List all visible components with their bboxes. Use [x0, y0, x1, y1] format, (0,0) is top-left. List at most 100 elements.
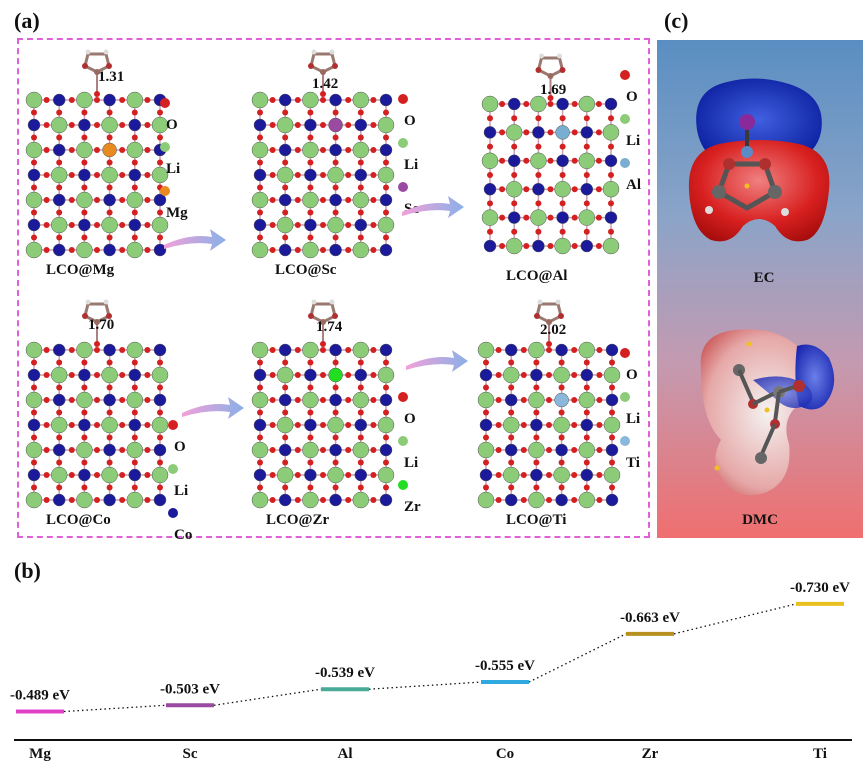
- oxygen-atom: [546, 497, 552, 503]
- structure-label-ti: LCO@Ti: [506, 512, 567, 528]
- oxygen-atom: [583, 115, 590, 122]
- cobalt-atom: [379, 343, 393, 357]
- structure-label-mg: LCO@Mg: [46, 262, 115, 278]
- oxygen-atom: [533, 484, 540, 491]
- oxygen-atom: [31, 484, 37, 491]
- lithium-atom: [505, 237, 523, 255]
- cobalt-atom: [483, 182, 497, 196]
- lithium-atom: [251, 391, 269, 409]
- category-label: Co: [496, 746, 514, 762]
- dmc-label: DMC: [742, 512, 778, 528]
- titanium-legend-dot: [620, 436, 630, 446]
- oxygen-atom: [483, 359, 489, 366]
- lithium-atom: [76, 141, 93, 159]
- oxygen-atom: [320, 497, 326, 503]
- oxygen-atom: [320, 472, 326, 478]
- oxygen-atom: [81, 434, 88, 441]
- oxygen-atom: [31, 234, 37, 241]
- lithium-atom: [76, 491, 93, 509]
- oxygen-atom: [546, 347, 552, 353]
- cobalt-atom: [278, 393, 292, 407]
- arrow-sc-to-al: [402, 196, 464, 218]
- oxygen-atom: [523, 186, 530, 193]
- oxygen-atom: [559, 172, 566, 178]
- oxygen-atom: [294, 347, 301, 353]
- oxygen-atom: [495, 347, 502, 353]
- lithium-atom: [25, 241, 43, 259]
- lithium-atom: [25, 491, 43, 509]
- oxygen-atom: [269, 147, 276, 153]
- lco-zr-slab: [251, 299, 395, 509]
- oxygen-atom: [332, 359, 339, 366]
- oxygen-atom: [370, 197, 377, 203]
- oxygen-atom: [294, 397, 301, 403]
- oxygen-atom: [596, 397, 603, 403]
- cobalt-atom: [153, 243, 167, 257]
- lithium-atom: [377, 216, 395, 234]
- oxygen-atom: [31, 134, 37, 141]
- oxygen-atom: [370, 497, 377, 503]
- oxygen-atom: [345, 397, 352, 403]
- lithium-atom: [352, 341, 370, 359]
- cobalt-atom: [354, 218, 368, 232]
- oxygen-atom: [106, 159, 113, 166]
- oxygen-atom: [320, 422, 326, 428]
- oxygen-atom: [595, 157, 602, 164]
- oxygen-atom: [94, 397, 100, 403]
- oxygen-atom: [345, 247, 352, 253]
- lithium-atom: [578, 391, 596, 409]
- oxygen-atom: [520, 397, 527, 403]
- level-value-label: -0.663 eV: [620, 610, 680, 626]
- oxygen-atom: [520, 422, 527, 428]
- cobalt-atom: [253, 468, 267, 482]
- oxygen-atom: [81, 184, 88, 191]
- oxygen-atom: [383, 484, 389, 491]
- lithium-legend-dot: [160, 142, 170, 152]
- oxygen-atom: [357, 434, 364, 441]
- oxygen-atom: [307, 159, 314, 166]
- cobalt-atom: [605, 443, 619, 457]
- oxygen-atom: [94, 422, 100, 428]
- lithium-atom: [76, 391, 93, 409]
- panel-b-label: (b): [14, 558, 41, 583]
- oxygen-atom: [106, 184, 113, 191]
- oxygen-atom: [571, 214, 578, 221]
- cobalt-atom: [556, 154, 569, 168]
- lithium-atom: [126, 391, 144, 409]
- oxygen-atom: [94, 97, 100, 103]
- structure-label-sc: LCO@Sc: [275, 262, 337, 278]
- oxygen-atom: [583, 409, 590, 416]
- adsorption-energy-co: 1.70: [88, 317, 115, 333]
- oxygen-atom: [332, 134, 339, 141]
- oxygen-atom: [81, 209, 88, 216]
- oxygen-atom: [269, 447, 276, 453]
- oxygen-atom: [558, 359, 565, 366]
- aluminum-legend-dot: [620, 158, 630, 168]
- oxygen-atom: [282, 134, 289, 141]
- lithium-atom: [502, 466, 520, 484]
- cobalt-atom: [354, 468, 368, 482]
- structure-lco-co: [22, 290, 172, 515]
- lithium-legend-dot: [620, 114, 630, 124]
- oxygen-atom: [357, 184, 364, 191]
- lithium-atom: [251, 91, 269, 109]
- lithium-atom: [603, 466, 621, 484]
- lithium-atom: [352, 241, 370, 259]
- oxygen-atom: [558, 434, 565, 441]
- lithium-atom: [602, 237, 620, 255]
- oxygen-atom: [499, 186, 506, 193]
- cobalt-atom: [504, 343, 518, 357]
- structure-label-co: LCO@Co: [46, 512, 111, 528]
- oxygen-atom: [583, 143, 590, 150]
- level-value-label: -0.539 eV: [315, 665, 375, 681]
- structure-lco-sc: [248, 40, 398, 265]
- oxygen-atom: [357, 384, 364, 391]
- cobalt-atom: [479, 368, 493, 382]
- lithium-atom: [502, 416, 520, 434]
- oxygen-atom: [571, 472, 578, 478]
- category-label: Ti: [813, 746, 827, 762]
- lithium-atom: [327, 416, 344, 434]
- cobalt-atom: [605, 393, 619, 407]
- oxygen-atom: [345, 122, 352, 128]
- lithium-atom: [101, 366, 118, 384]
